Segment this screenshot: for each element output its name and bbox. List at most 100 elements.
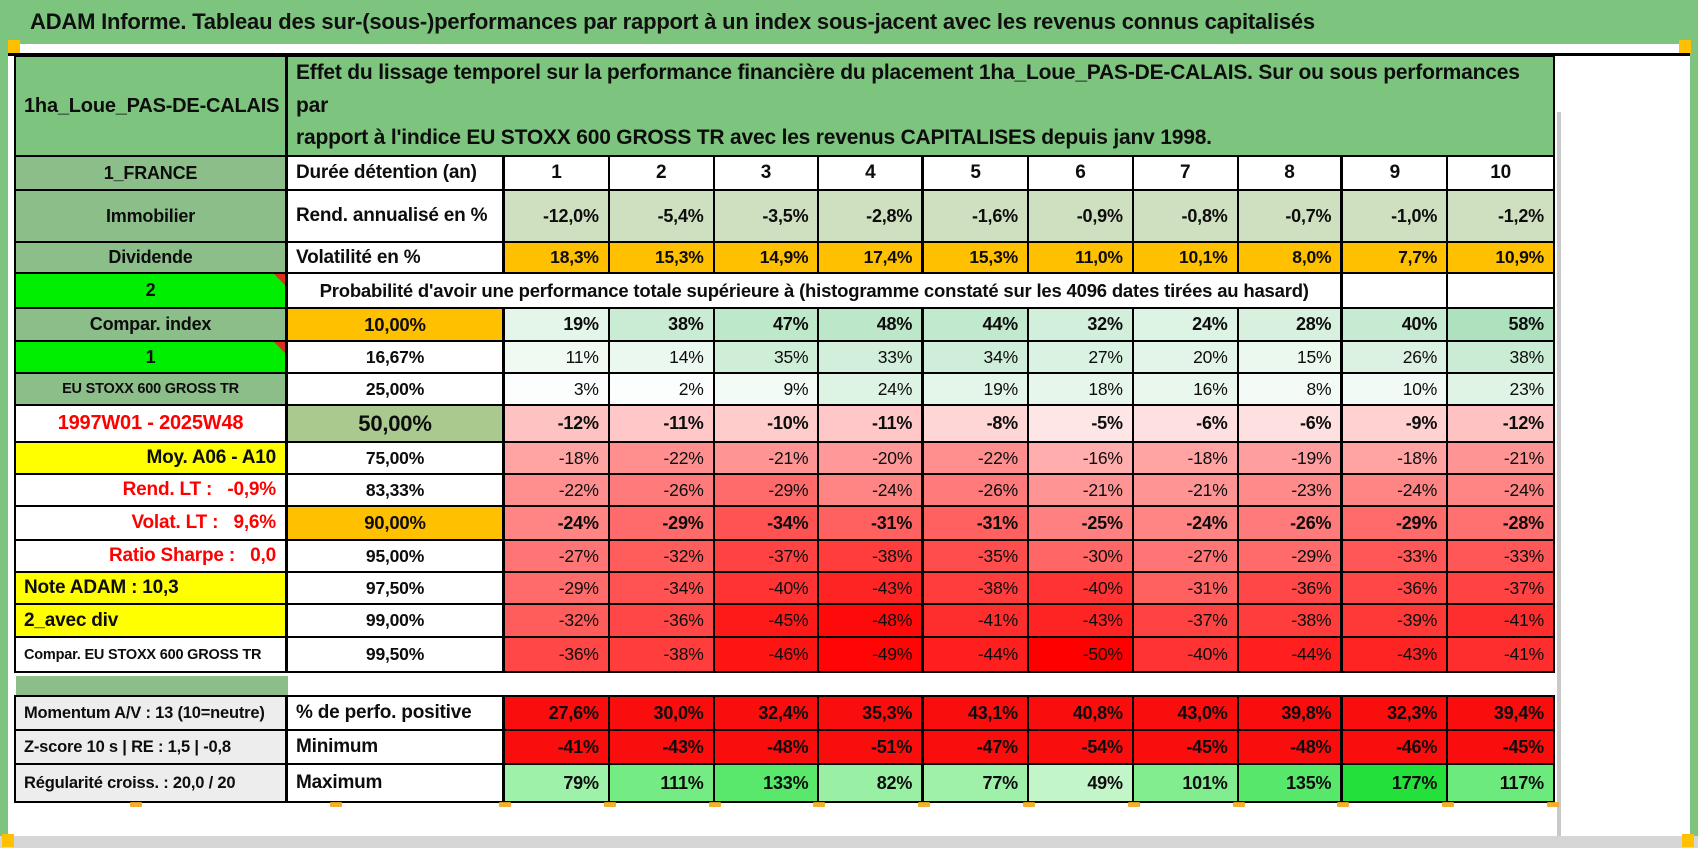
data-cell[interactable]: -27% bbox=[505, 541, 610, 571]
data-cell[interactable]: 4 bbox=[819, 157, 925, 189]
data-cell[interactable]: -24% bbox=[1133, 507, 1239, 539]
data-cell[interactable]: 8,0% bbox=[1238, 243, 1344, 272]
data-cell[interactable]: 14% bbox=[609, 342, 715, 372]
data-cell[interactable]: -24% bbox=[819, 475, 925, 505]
data-cell[interactable]: 8% bbox=[1238, 374, 1344, 404]
row-label-p975[interactable]: Note ADAM : 10,3 bbox=[16, 573, 288, 603]
data-cell[interactable]: 35% bbox=[714, 342, 820, 372]
data-cell[interactable]: -33% bbox=[1343, 541, 1449, 571]
data-cell[interactable]: -36% bbox=[609, 605, 715, 636]
data-cell[interactable]: 28% bbox=[1238, 309, 1344, 340]
data-cell[interactable]: -38% bbox=[609, 638, 715, 671]
data-cell[interactable]: -18% bbox=[1133, 443, 1239, 473]
row-sublabel-duree[interactable]: Durée détention (an) bbox=[288, 157, 505, 189]
row-label-min[interactable]: Z-score 10 s | RE : 1,5 | -0,8 bbox=[16, 731, 288, 763]
data-cell[interactable]: -31% bbox=[819, 507, 925, 539]
data-cell[interactable]: -44% bbox=[924, 638, 1029, 671]
data-cell[interactable]: 7 bbox=[1133, 157, 1239, 189]
data-cell[interactable]: -30% bbox=[1028, 541, 1134, 571]
data-cell[interactable]: -24% bbox=[1343, 475, 1449, 505]
data-cell[interactable]: -26% bbox=[609, 475, 715, 505]
data-cell[interactable]: -18% bbox=[1343, 443, 1449, 473]
data-cell[interactable]: 24% bbox=[1133, 309, 1239, 340]
data-cell[interactable]: -45% bbox=[1448, 731, 1553, 763]
data-cell[interactable]: 19% bbox=[505, 309, 610, 340]
data-cell[interactable]: -3,5% bbox=[714, 191, 820, 241]
data-cell[interactable]: 32,3% bbox=[1343, 697, 1449, 729]
data-cell[interactable]: -9% bbox=[1343, 406, 1449, 441]
data-cell[interactable]: -19% bbox=[1238, 443, 1344, 473]
data-cell[interactable]: 40,8% bbox=[1028, 697, 1134, 729]
data-cell[interactable]: 16% bbox=[1133, 374, 1239, 404]
row-sublabel-p95[interactable]: 95,00% bbox=[288, 541, 505, 571]
data-cell[interactable]: -43% bbox=[1343, 638, 1449, 671]
data-cell[interactable]: 39,8% bbox=[1238, 697, 1344, 729]
data-cell[interactable]: -5,4% bbox=[609, 191, 715, 241]
data-cell[interactable]: -31% bbox=[924, 507, 1029, 539]
data-cell[interactable]: 44% bbox=[924, 309, 1029, 340]
data-cell[interactable]: -35% bbox=[924, 541, 1029, 571]
data-cell[interactable]: 35,3% bbox=[819, 697, 925, 729]
data-cell[interactable]: -45% bbox=[714, 605, 820, 636]
row-sublabel-p10[interactable]: 10,00% bbox=[288, 309, 505, 340]
data-cell[interactable]: -54% bbox=[1028, 731, 1134, 763]
row-sublabel-p975[interactable]: 97,50% bbox=[288, 573, 505, 603]
data-cell[interactable]: 2% bbox=[609, 374, 715, 404]
row-label-rend[interactable]: Immobilier bbox=[16, 191, 288, 241]
data-cell[interactable]: -41% bbox=[1448, 638, 1553, 671]
data-cell[interactable]: 24% bbox=[819, 374, 925, 404]
row-label-max[interactable]: Régularité croiss. : 20,0 / 20 bbox=[16, 765, 288, 801]
data-cell[interactable]: -1,2% bbox=[1448, 191, 1553, 241]
data-cell[interactable]: -12% bbox=[1448, 406, 1553, 441]
row-label-header[interactable]: 1ha_Loue_PAS-DE-CALAIS bbox=[16, 57, 288, 155]
data-cell[interactable]: 11,0% bbox=[1028, 243, 1134, 272]
data-cell[interactable]: -48% bbox=[714, 731, 820, 763]
data-cell[interactable]: 32,4% bbox=[714, 697, 820, 729]
data-cell[interactable]: 10,1% bbox=[1133, 243, 1239, 272]
data-cell[interactable] bbox=[1448, 274, 1553, 307]
data-cell[interactable]: 3% bbox=[505, 374, 610, 404]
data-cell[interactable]: 40% bbox=[1343, 309, 1449, 340]
data-cell[interactable]: 27% bbox=[1028, 342, 1134, 372]
data-cell[interactable]: 43,0% bbox=[1133, 697, 1239, 729]
data-cell[interactable]: -39% bbox=[1343, 605, 1449, 636]
data-cell[interactable]: 26% bbox=[1343, 342, 1449, 372]
data-cell[interactable]: 27,6% bbox=[505, 697, 610, 729]
data-cell[interactable]: -38% bbox=[819, 541, 925, 571]
row-sublabel-p50[interactable]: 50,00% bbox=[288, 406, 505, 441]
data-cell[interactable]: -20% bbox=[819, 443, 925, 473]
row-label-p99[interactable]: 2_avec div bbox=[16, 605, 288, 636]
data-cell[interactable]: -29% bbox=[1238, 541, 1344, 571]
data-cell[interactable]: -36% bbox=[505, 638, 610, 671]
data-cell[interactable]: 32% bbox=[1028, 309, 1134, 340]
data-cell[interactable]: 18,3% bbox=[505, 243, 610, 272]
row-sublabel-p8333[interactable]: 83,33% bbox=[288, 475, 505, 505]
data-cell[interactable]: 10% bbox=[1343, 374, 1449, 404]
merged-cell-header[interactable]: Effet du lissage temporel sur la perform… bbox=[288, 57, 1553, 155]
data-cell[interactable]: 15,3% bbox=[924, 243, 1029, 272]
data-cell[interactable]: -26% bbox=[924, 475, 1029, 505]
data-cell[interactable]: -32% bbox=[609, 541, 715, 571]
data-cell[interactable]: 30,0% bbox=[609, 697, 715, 729]
row-sublabel-rend[interactable]: Rend. annualisé en % bbox=[288, 191, 505, 241]
data-cell[interactable]: -49% bbox=[819, 638, 925, 671]
data-cell[interactable]: 133% bbox=[714, 765, 820, 801]
data-cell[interactable]: -47% bbox=[924, 731, 1029, 763]
data-cell[interactable]: -37% bbox=[714, 541, 820, 571]
row-label-p10[interactable]: Compar. index bbox=[16, 309, 288, 340]
data-cell[interactable]: 77% bbox=[924, 765, 1029, 801]
data-cell[interactable]: 20% bbox=[1133, 342, 1239, 372]
data-cell[interactable]: -11% bbox=[609, 406, 715, 441]
data-cell[interactable]: 6 bbox=[1028, 157, 1134, 189]
row-label-p995[interactable]: Compar. EU STOXX 600 GROSS TR bbox=[16, 638, 288, 671]
data-cell[interactable]: -0,9% bbox=[1028, 191, 1134, 241]
data-cell[interactable]: -48% bbox=[1238, 731, 1344, 763]
row-label-volat[interactable]: Dividende bbox=[16, 243, 288, 272]
data-cell[interactable]: 34% bbox=[924, 342, 1029, 372]
data-cell[interactable]: -37% bbox=[1448, 573, 1553, 603]
data-cell[interactable]: -11% bbox=[819, 406, 925, 441]
data-cell[interactable]: -37% bbox=[1133, 605, 1239, 636]
data-cell[interactable]: 39,4% bbox=[1448, 697, 1553, 729]
row-sublabel-max[interactable]: Maximum bbox=[288, 765, 505, 801]
data-cell[interactable]: -40% bbox=[1133, 638, 1239, 671]
